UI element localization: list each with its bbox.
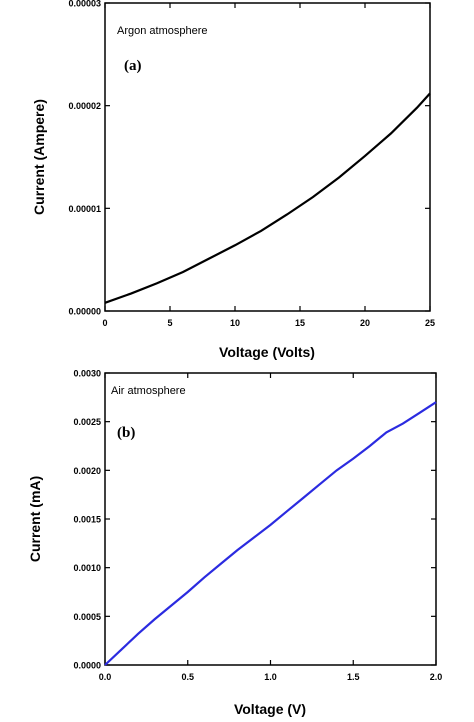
- x-tick-label: 0.5: [181, 672, 194, 682]
- chart-air: 0.0 0.5 1.0 1.5 2.0 0.0000 0.0005 0.0010 0.0015…: [27, 369, 442, 718]
- panel-label: (a): [124, 58, 142, 74]
- x-tick-label: 5: [167, 318, 172, 328]
- x-tick-label: 15: [295, 318, 305, 328]
- chart-argon: 0 5 10 15 20 25 0.000000.000010.000020.00003 …: [31, 0, 435, 360]
- annotation-text: Air atmosphere: [111, 385, 186, 397]
- x-tick-label: 1.0: [264, 672, 277, 682]
- x-tick-label: 0.0: [99, 672, 112, 682]
- y-tick-label: 0.0025: [73, 417, 101, 427]
- x-tick-label: 20: [360, 318, 370, 328]
- panel-label: (b): [117, 425, 135, 441]
- annotation-text: Argon atmosphere: [117, 25, 208, 37]
- x-tick-label: 10: [230, 318, 240, 328]
- x-axis-label: Voltage (V): [234, 701, 306, 717]
- plot-frame: [104, 372, 437, 666]
- y-tick-label: 0.0020: [73, 466, 101, 476]
- y-tick-label: 0.0015: [73, 515, 101, 525]
- y-axis-label: Current (mA): [27, 476, 43, 562]
- x-ticks: 0.0 0.5 1.0 1.5 2.0: [99, 373, 443, 682]
- y-axis-label: Current (Ampere): [31, 99, 47, 215]
- y-tick-label: 0.00003: [68, 0, 101, 9]
- series-line: [104, 401, 437, 666]
- x-ticks: 0 5 10 15 20 25: [102, 3, 435, 328]
- y-tick-label: 0.0030: [73, 369, 101, 379]
- y-tick-label: 0.0000: [73, 661, 101, 671]
- y-tick-label: 0.0005: [73, 612, 101, 622]
- y-tick-label: 0.00000: [68, 307, 101, 317]
- x-axis-label: Voltage (Volts): [219, 344, 315, 360]
- x-tick-label: 2.0: [430, 672, 443, 682]
- y-tick-label: 0.00002: [68, 101, 101, 111]
- x-tick-label: 25: [425, 318, 435, 328]
- x-tick-label: 0: [102, 318, 107, 328]
- y-tick-label: 0.00001: [68, 204, 101, 214]
- y-ticks: 0.00000 0.00001 0.00002 0.00003: [68, 0, 430, 317]
- y-tick-label: 0.0010: [73, 563, 101, 573]
- plot-frame: [104, 2, 431, 312]
- x-tick-label: 1.5: [347, 672, 360, 682]
- series-line: [104, 92, 431, 304]
- y-ticks: 0.0000 0.0005 0.0010 0.0015 0.0020 0.0025 0.00…: [73, 369, 436, 671]
